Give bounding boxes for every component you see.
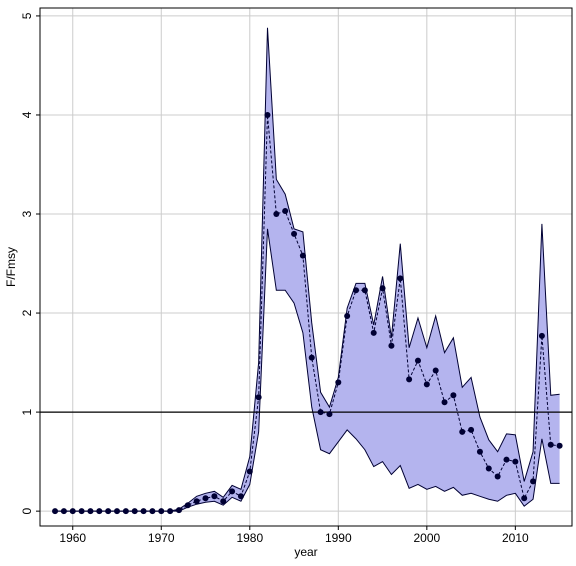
point (485, 465, 492, 472)
point (317, 409, 324, 416)
point (512, 458, 519, 465)
point (450, 392, 457, 399)
point (202, 495, 209, 502)
point (538, 332, 545, 339)
point (52, 508, 59, 515)
point (229, 488, 236, 495)
y-tick-label: 1 (20, 408, 34, 415)
y-tick-label: 2 (20, 309, 34, 316)
point (432, 367, 439, 374)
point (167, 508, 174, 515)
point (78, 508, 85, 515)
point (476, 448, 483, 455)
point (521, 495, 528, 502)
point (273, 211, 280, 218)
point (530, 478, 537, 485)
point (503, 456, 510, 463)
point (220, 498, 227, 505)
point (264, 111, 271, 118)
point (326, 411, 333, 418)
point (370, 329, 377, 336)
point (255, 394, 262, 401)
x-axis-label: year (294, 545, 317, 559)
point (547, 441, 554, 448)
point (379, 285, 386, 292)
point (149, 508, 156, 515)
point (158, 508, 165, 515)
point (459, 428, 466, 435)
x-tick-label: 1980 (236, 531, 263, 545)
x-tick-label: 1990 (325, 531, 352, 545)
confidence-band (55, 27, 560, 512)
y-axis-label: F/Fmsy (4, 247, 18, 287)
y-tick-label: 4 (20, 111, 34, 118)
central-line (55, 114, 560, 512)
point (556, 442, 563, 449)
lower-line (55, 228, 560, 512)
point (361, 287, 368, 294)
x-tick-label: 1960 (59, 531, 86, 545)
point (60, 508, 67, 515)
x-tick-label: 2000 (413, 531, 440, 545)
point (114, 508, 121, 515)
x-tick-label: 2010 (502, 531, 529, 545)
point (441, 399, 448, 406)
point (193, 498, 200, 505)
point (414, 357, 421, 364)
point (308, 354, 315, 361)
point (494, 473, 501, 480)
point (299, 252, 306, 259)
point (406, 376, 413, 383)
y-tick-label: 5 (20, 12, 34, 19)
point (96, 508, 103, 515)
point (175, 507, 182, 514)
point (423, 381, 430, 388)
point (388, 342, 395, 349)
point (131, 508, 138, 515)
point (335, 379, 342, 386)
y-tick-label: 3 (20, 210, 34, 217)
point (291, 230, 298, 237)
x-tick-label: 1970 (148, 531, 175, 545)
point (468, 426, 475, 433)
plot-frame (39, 7, 573, 527)
point (397, 275, 404, 282)
point (344, 313, 351, 320)
y-tick-label: 0 (20, 507, 34, 514)
point (184, 502, 191, 509)
point (246, 468, 253, 475)
point (122, 508, 129, 515)
point (211, 493, 218, 500)
point (237, 493, 244, 500)
point (353, 287, 360, 294)
point (105, 508, 112, 515)
point (282, 208, 289, 215)
point (140, 508, 147, 515)
point (87, 508, 94, 515)
point (69, 508, 76, 515)
